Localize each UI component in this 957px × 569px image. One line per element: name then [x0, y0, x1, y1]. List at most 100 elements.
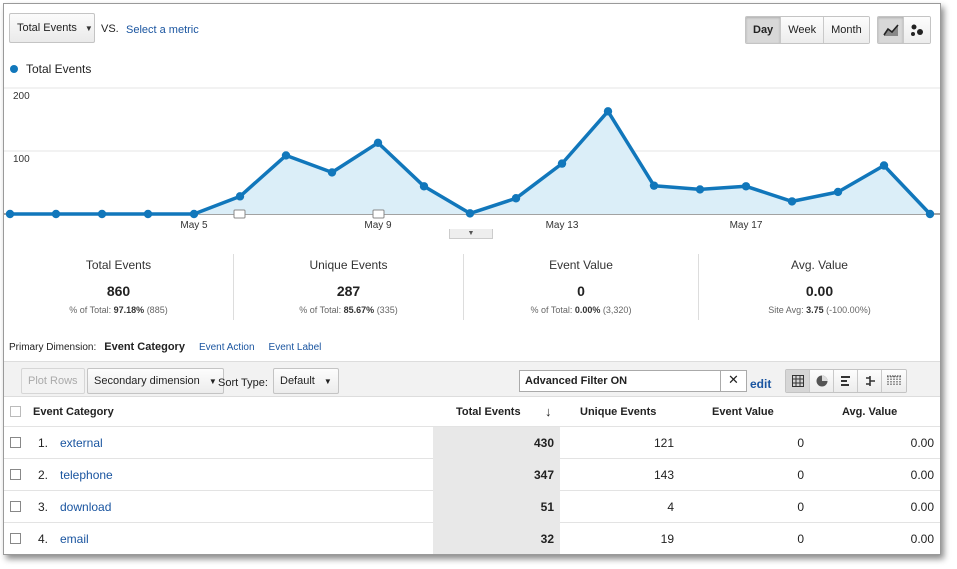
chart-collapse-toggle[interactable]: ▼	[449, 229, 493, 239]
pivot-view-button[interactable]	[882, 370, 906, 392]
row-checkbox[interactable]	[10, 533, 21, 544]
data-point[interactable]	[741, 182, 751, 191]
filter-input[interactable]: Advanced Filter ON ✕	[519, 370, 747, 392]
scorecard-value: 860	[106, 283, 131, 299]
performance-view-button[interactable]	[834, 370, 858, 392]
sort-type-select[interactable]: Default ▼	[273, 368, 339, 394]
metric-select-label: Total Events	[17, 22, 77, 34]
annotation-marker	[372, 209, 385, 219]
week-button[interactable]: Week	[781, 17, 825, 43]
data-point[interactable]	[695, 185, 705, 194]
row-category-link[interactable]: telephone	[60, 468, 113, 482]
secondary-dimension-label: Secondary dimension	[94, 375, 200, 387]
row-avg-value: 0.00	[910, 532, 934, 546]
scorecard-sub: % of Total: 85.67% (335)	[299, 305, 398, 315]
data-point[interactable]	[327, 168, 337, 177]
metric-select[interactable]: Total Events ▼	[9, 13, 95, 43]
table-view-group	[785, 369, 907, 393]
data-point[interactable]	[511, 194, 521, 203]
row-category-link[interactable]: email	[60, 532, 89, 546]
dimension-event-action[interactable]: Event Action	[198, 342, 255, 353]
sort-type-value: Default	[280, 375, 315, 387]
row-category-link[interactable]: download	[60, 500, 112, 514]
scorecard-label: Event Value	[549, 258, 613, 272]
data-point[interactable]	[925, 209, 935, 219]
header-unique-events[interactable]: Unique Events	[580, 406, 657, 418]
data-point[interactable]	[281, 151, 291, 160]
data-point[interactable]	[833, 187, 843, 197]
table-row: 2. telephone 347 143 0 0.00	[4, 459, 940, 491]
comparison-icon	[865, 376, 875, 386]
scorecard-avg-value: Avg. Value 0.00 Site Avg: 3.75 (-100.00%…	[699, 254, 940, 320]
edit-filter-link[interactable]: edit	[750, 377, 772, 391]
primary-dimension-label: Primary Dimension:	[9, 342, 97, 353]
row-total-events: 430	[433, 427, 560, 459]
header-avg-value[interactable]: Avg. Value	[842, 406, 898, 418]
x-tick-label: May 9	[364, 220, 392, 230]
row-avg-value: 0.00	[910, 436, 934, 450]
data-point[interactable]	[649, 181, 659, 190]
summary-scorecards: Total Events 860 % of Total: 97.18% (885…	[4, 254, 940, 324]
data-point[interactable]	[557, 159, 567, 168]
comparison-view-button[interactable]	[858, 370, 882, 392]
data-point[interactable]	[879, 161, 889, 170]
chart-legend: Total Events	[10, 62, 91, 76]
scorecard-value: 0	[577, 283, 585, 299]
caret-down-icon: ▼	[208, 377, 217, 386]
plot-rows-button[interactable]: Plot Rows	[21, 368, 85, 394]
row-category-link[interactable]: external	[60, 436, 103, 450]
annotation-marker	[233, 209, 246, 219]
sort-type-label: Sort Type:	[218, 377, 268, 389]
row-checkbox[interactable]	[10, 501, 21, 512]
data-point[interactable]	[419, 182, 429, 191]
table-header-row: Event Category Total Events ↓ Unique Eve…	[4, 397, 940, 427]
motion-chart-button[interactable]	[904, 17, 930, 43]
data-point[interactable]	[51, 209, 61, 219]
grid-icon	[791, 375, 804, 387]
select-metric-link[interactable]: Select a metric	[126, 24, 199, 36]
row-unique-events: 19	[660, 532, 674, 546]
annotation-markers	[233, 209, 385, 219]
caret-down-icon: ▼	[323, 377, 332, 386]
data-point[interactable]	[603, 107, 613, 116]
legend-dot	[10, 65, 18, 73]
data-table-view-button[interactable]	[786, 370, 810, 392]
data-point[interactable]	[373, 138, 383, 148]
sort-desc-icon: ↓	[545, 404, 552, 419]
scorecard-label: Avg. Value	[791, 258, 848, 272]
data-point[interactable]	[235, 192, 245, 201]
line-chart-button[interactable]	[878, 17, 904, 43]
dimension-event-category[interactable]: Event Category	[104, 341, 185, 353]
chart-type-group	[877, 16, 931, 44]
select-all-checkbox[interactable]	[10, 406, 21, 417]
scorecard-unique-events: Unique Events 287 % of Total: 85.67% (33…	[234, 254, 464, 320]
header-event-value[interactable]: Event Value	[712, 406, 774, 418]
bubble-chart-icon	[911, 24, 923, 36]
row-checkbox[interactable]	[10, 469, 21, 480]
data-point[interactable]	[787, 197, 797, 206]
data-point[interactable]	[97, 209, 107, 219]
x-tick-label: May 5	[180, 220, 208, 230]
row-unique-events: 121	[653, 436, 674, 450]
row-unique-events: 143	[653, 468, 674, 482]
secondary-dimension-select[interactable]: Secondary dimension ▼	[87, 368, 224, 394]
data-point[interactable]	[189, 209, 199, 219]
row-checkbox[interactable]	[10, 437, 21, 448]
day-button[interactable]: Day	[746, 17, 782, 43]
x-axis-ticks: May 5 May 9 May 13 May 17	[180, 220, 762, 230]
header-event-category[interactable]: Event Category	[33, 406, 114, 418]
pivot-icon	[887, 375, 901, 386]
data-point[interactable]	[143, 209, 153, 219]
data-point[interactable]	[465, 209, 475, 218]
dimension-event-label[interactable]: Event Label	[268, 342, 322, 353]
scorecard-sub: % of Total: 97.18% (885)	[69, 305, 168, 315]
data-point[interactable]	[5, 209, 15, 219]
filter-text: Advanced Filter ON	[525, 375, 628, 387]
pie-view-button[interactable]	[810, 370, 834, 392]
clear-filter-icon[interactable]: ✕	[720, 370, 746, 392]
header-total-events[interactable]: Total Events	[456, 406, 521, 418]
month-button[interactable]: Month	[824, 17, 869, 43]
scorecard-value: 287	[336, 283, 361, 299]
series-area	[10, 111, 930, 214]
row-number: 2.	[38, 468, 49, 482]
